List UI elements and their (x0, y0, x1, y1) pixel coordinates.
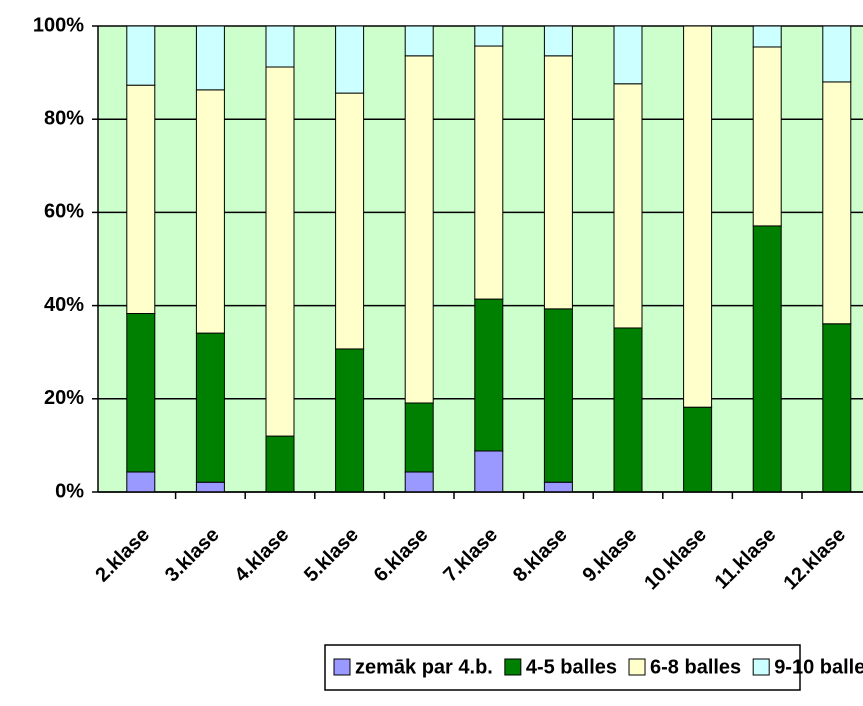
bar-segment (752, 25, 782, 48)
bar-segment (474, 450, 504, 493)
bar-segment (195, 332, 225, 483)
y-tick-label: 60% (44, 201, 84, 223)
legend-swatch (504, 658, 522, 676)
bar-segment (683, 25, 713, 408)
bar-segment (195, 89, 225, 334)
bar-segment (613, 327, 643, 493)
legend-label: 4-5 balles (526, 656, 617, 678)
bar-segment (474, 45, 504, 300)
x-tick-label: 8.klase (509, 524, 572, 587)
legend-swatch (752, 658, 770, 676)
bar-segment (752, 225, 782, 493)
bar-segment (335, 348, 365, 493)
bar-segment (126, 25, 156, 86)
legend-swatch (333, 658, 351, 676)
x-tick-label: 6.klase (370, 524, 433, 587)
bar-segment (404, 55, 434, 404)
bar-segment (543, 55, 573, 310)
x-tick-label: 2.klase (91, 524, 154, 587)
x-tick-label: 9.klase (579, 524, 642, 587)
bar-segment (474, 298, 504, 452)
bar-segment (265, 435, 295, 493)
y-tick-label: 40% (44, 294, 84, 316)
y-tick-label: 100% (33, 14, 84, 36)
bar-segment (404, 25, 434, 57)
legend-swatch (628, 658, 646, 676)
x-tick-label: 5.klase (300, 524, 363, 587)
bar-segment (822, 25, 852, 83)
bar-segment (613, 25, 643, 85)
x-tick-label: 4.klase (231, 524, 294, 587)
bar-segment (335, 92, 365, 350)
y-tick-label: 20% (44, 387, 84, 409)
x-tick-label: 10.klase (640, 524, 711, 595)
bar-segment (265, 66, 295, 437)
bar-segment (613, 83, 643, 329)
bar-segment (126, 471, 156, 493)
bar-segment (752, 46, 782, 227)
bar-segment (404, 471, 434, 493)
bar-segment (543, 25, 573, 57)
x-tick-label: 12.klase (779, 524, 850, 595)
bar-segment (195, 25, 225, 91)
bar-segment (543, 481, 573, 493)
legend-label: zemāk par 4.b. (355, 656, 493, 678)
bar-segment (822, 323, 852, 493)
bar-segment (543, 308, 573, 483)
bar-segment (126, 84, 156, 315)
x-tick-label: 7.klase (439, 524, 502, 587)
bar-segment (335, 25, 365, 94)
legend-label: 9-10 balles (774, 656, 863, 678)
bar-segment (474, 25, 504, 47)
y-tick-label: 80% (44, 107, 84, 129)
bar-segment (126, 313, 156, 473)
x-tick-label: 3.klase (161, 524, 224, 587)
bar-segment (822, 81, 852, 325)
bar-segment (265, 25, 295, 68)
bar-segment (683, 406, 713, 493)
y-tick-label: 0% (55, 480, 84, 502)
legend-label: 6-8 balles (650, 656, 741, 678)
x-tick-label: 11.klase (711, 524, 781, 594)
legend-box (324, 644, 801, 691)
bar-segment (195, 481, 225, 493)
bar-segment (404, 402, 434, 473)
